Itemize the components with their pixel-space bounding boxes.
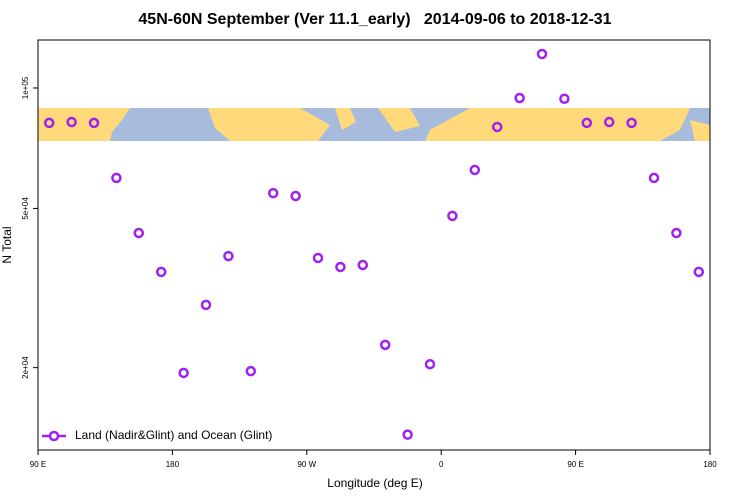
data-point	[155, 266, 167, 278]
data-point	[648, 172, 660, 184]
legend-text: Land (Nadir&Glint) and Ocean (Glint)	[75, 428, 272, 442]
data-point	[290, 190, 301, 202]
data-point	[514, 92, 525, 104]
data-point	[581, 117, 593, 129]
data-point	[603, 116, 615, 128]
data-point	[223, 250, 234, 262]
data-point	[693, 266, 705, 278]
x-tick-label: 90 W	[297, 460, 316, 469]
data-point	[245, 365, 257, 377]
data-point	[312, 252, 324, 264]
data-point	[447, 210, 458, 222]
x-tick-label: 180	[166, 460, 180, 469]
x-tick-label: 90 E	[30, 460, 46, 469]
data-point	[402, 429, 413, 440]
data-point	[178, 367, 189, 379]
legend-marker	[48, 430, 60, 442]
data-point	[671, 227, 682, 239]
map-band	[38, 108, 710, 141]
data-point	[424, 358, 436, 370]
x-axis-label: Longitude (deg E)	[327, 476, 422, 490]
data-point	[335, 261, 346, 273]
data-point	[491, 121, 503, 133]
data-point	[469, 164, 481, 176]
data-point	[267, 187, 279, 199]
data-point	[66, 116, 77, 128]
y-axis-label: N Total	[0, 226, 14, 263]
data-point	[536, 48, 548, 60]
y-tick-label: 5e+04	[21, 197, 30, 220]
data-point	[88, 117, 100, 129]
x-tick-label: 0	[439, 460, 444, 469]
plot-frame	[37, 39, 711, 451]
data-point	[111, 172, 122, 184]
chart-title: 45N-60N September (Ver 11.1_early) 2014-…	[138, 11, 611, 28]
data-point	[379, 339, 391, 351]
data-point	[626, 117, 637, 129]
y-tick-label: 2e+04	[21, 356, 30, 379]
data-point	[133, 227, 145, 239]
x-tick-label: 90 E	[567, 460, 583, 469]
data-point	[43, 117, 55, 129]
y-tick-label: 1e+05	[21, 76, 30, 99]
data-point	[559, 93, 570, 104]
x-tick-label: 180	[703, 460, 717, 469]
data-point	[200, 299, 212, 311]
data-point	[357, 259, 369, 271]
